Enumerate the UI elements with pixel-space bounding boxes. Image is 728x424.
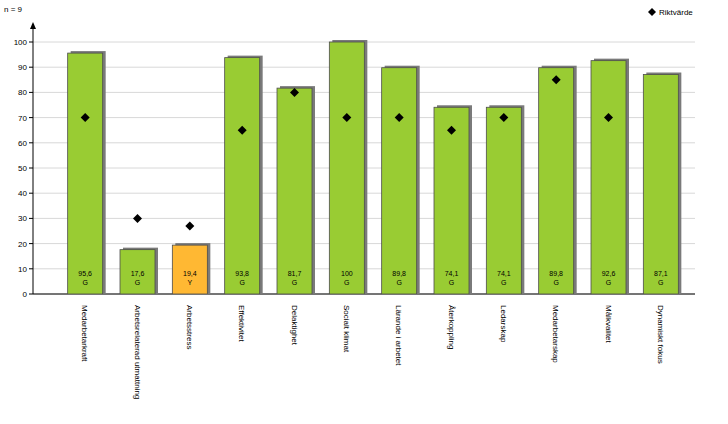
marker [290, 88, 299, 97]
category-label: Socialt klimat [342, 305, 351, 353]
data-label: 19,4 [183, 270, 197, 277]
data-label: 89,8 [549, 270, 563, 277]
tick-mark [29, 67, 33, 68]
grade-label: G [82, 279, 87, 286]
data-label: 74,1 [445, 270, 459, 277]
data-label: 74,1 [497, 270, 511, 277]
bar [225, 58, 260, 294]
data-label: 87,1 [654, 270, 668, 277]
grade-label: G [501, 279, 506, 286]
category-label: Medarbetarskap [551, 305, 560, 363]
bar [643, 75, 678, 294]
tick-mark [29, 168, 33, 169]
marker [395, 113, 404, 122]
bar [120, 250, 155, 294]
category-label: Dynamiskt fokus [656, 305, 665, 364]
chart: 0 10 20 30 40 50 60 70 80 90 100 95,6 G 17,6 G 19,4 Y 93,… [0, 0, 728, 424]
data-label: 100 [341, 270, 353, 277]
data-label: 81,7 [288, 270, 302, 277]
tick-label: 80 [18, 88, 27, 97]
category-label: Arbetsrelaterad utmattning [133, 305, 142, 399]
tick-label: 20 [18, 240, 27, 249]
plot-area [68, 40, 682, 294]
tick-label: 90 [18, 63, 27, 72]
bar [539, 68, 574, 294]
tick-mark [29, 42, 33, 43]
grade-label: G [135, 279, 140, 286]
marker [499, 113, 508, 122]
marker [185, 221, 194, 230]
tick-label: 100 [14, 38, 28, 47]
bar [68, 53, 103, 294]
grade-label: G [658, 279, 663, 286]
category-label: Återkoppling [447, 305, 456, 349]
category-label: Ledarskap [499, 305, 508, 343]
tick-mark [29, 218, 33, 219]
tick-mark [29, 294, 33, 295]
bar [277, 88, 312, 294]
tick-label: 40 [18, 189, 27, 198]
bar [591, 61, 626, 294]
marker [238, 126, 247, 135]
marker [604, 113, 613, 122]
tick-mark [29, 268, 33, 269]
labels: 95,6 G 17,6 G 19,4 Y 93,8 G 81,7 G 100 G 89,8 G 74,1 G 7… [78, 270, 667, 286]
grade-label: G [553, 279, 558, 286]
grade-label: G [239, 279, 244, 286]
marker [447, 126, 456, 135]
data-label: 17,6 [131, 270, 145, 277]
tick-label: 0 [23, 290, 28, 299]
marker [133, 214, 142, 223]
legend-label: Riktvärde [659, 8, 693, 17]
tick-mark [29, 243, 33, 244]
grade-label: G [396, 279, 401, 286]
data-label: 92,6 [602, 270, 616, 277]
tick-mark [29, 92, 33, 93]
y-axis [33, 24, 34, 294]
category-label: Effektivitet [237, 305, 246, 343]
legend-marker [648, 8, 656, 16]
category-label: Medarbetarkraft [80, 305, 89, 362]
bar [172, 245, 207, 294]
bar [434, 107, 469, 294]
subtitle: n = 9 [4, 5, 23, 14]
data-label: 95,6 [78, 270, 92, 277]
tick-label: 50 [18, 164, 27, 173]
tick-label: 70 [18, 114, 27, 123]
grade-label: G [606, 279, 611, 286]
category-label: Lärande i arbetet [394, 305, 403, 366]
tick-mark [29, 117, 33, 118]
category-label: Målkvalitet [604, 305, 613, 344]
bar [486, 107, 521, 294]
grade-label: Y [187, 279, 192, 286]
tick-mark [29, 193, 33, 194]
data-label: 93,8 [235, 270, 249, 277]
axis-arrow [30, 22, 36, 29]
bar [329, 42, 364, 294]
category-label: Delaktighet [290, 305, 299, 346]
marker [81, 113, 90, 122]
grade-label: G [344, 279, 349, 286]
grade-label: G [449, 279, 454, 286]
marker [552, 75, 561, 84]
tick-label: 10 [18, 265, 27, 274]
tick-label: 60 [18, 139, 27, 148]
category-label: Arbetsstress [185, 305, 194, 349]
grade-label: G [292, 279, 297, 286]
tick-label: 30 [18, 214, 27, 223]
marker [342, 113, 351, 122]
tick-mark [29, 142, 33, 143]
bar [382, 68, 417, 294]
data-label: 89,8 [392, 270, 406, 277]
